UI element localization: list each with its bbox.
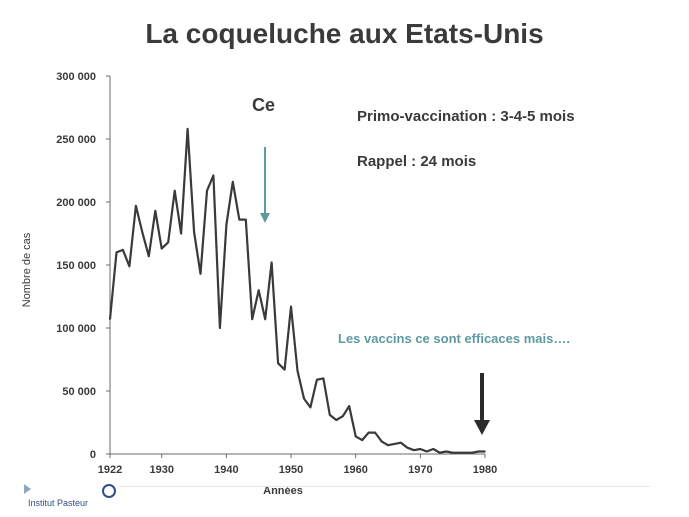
data-point — [451, 451, 454, 454]
data-point — [219, 327, 221, 329]
x-tick-label: 1950 — [279, 464, 303, 476]
data-point — [458, 451, 460, 454]
data-point — [367, 431, 370, 434]
data-point — [270, 261, 273, 264]
data-point — [387, 444, 389, 446]
x-tick-label: 1940 — [214, 464, 238, 476]
data-point — [438, 451, 441, 454]
x-axis-ticks: 1922 1930 1940 1950 1960 1970 1980 — [98, 454, 497, 476]
y-tick-label: 50 000 — [62, 386, 96, 398]
data-point — [264, 318, 266, 320]
data-point — [115, 251, 118, 254]
rappel-text: Rappel : 24 mois — [357, 153, 476, 170]
data-point — [406, 446, 409, 449]
data-point — [173, 189, 176, 192]
primo-vaccination-text: Primo-vaccination : 3-4-5 mois — [357, 108, 575, 125]
data-point — [283, 368, 286, 371]
series-line — [108, 127, 485, 454]
data-point — [296, 370, 299, 372]
data-point — [374, 431, 376, 434]
logo-text: Institut Pasteur — [28, 498, 89, 508]
data-point — [135, 204, 137, 207]
data-point — [160, 247, 163, 250]
slide-title: La coqueluche aux Etats-Unis — [145, 18, 544, 49]
data-point — [471, 451, 473, 454]
data-point — [419, 448, 422, 450]
y-axis-title: Nombre de cas — [21, 232, 33, 307]
data-point — [141, 231, 144, 234]
data-point — [154, 210, 157, 212]
data-point — [477, 450, 480, 453]
data-point — [199, 273, 202, 275]
y-tick-label: 0 — [90, 449, 96, 461]
data-point — [309, 406, 312, 409]
data-point — [167, 241, 169, 244]
data-point — [400, 441, 402, 444]
data-point — [238, 218, 241, 221]
data-point — [290, 305, 292, 308]
x-tick-label: 1930 — [149, 464, 173, 476]
data-point — [335, 419, 338, 421]
data-point — [186, 128, 189, 130]
data-point — [316, 378, 318, 381]
y-tick-label: 150 000 — [56, 260, 96, 272]
data-point — [122, 249, 124, 251]
data-point — [432, 448, 435, 450]
pasteur-logo-mark-icon — [102, 484, 116, 498]
data-point — [303, 397, 305, 400]
data-point — [329, 414, 331, 416]
data-point — [232, 181, 234, 183]
x-tick-label: 1970 — [408, 464, 432, 476]
data-point — [341, 415, 344, 418]
x-tick-label: 1960 — [343, 464, 367, 476]
data-point — [354, 435, 357, 438]
nav-arrow-icon — [24, 484, 31, 494]
data-point — [393, 443, 396, 445]
data-point — [206, 189, 208, 192]
data-point — [180, 232, 182, 235]
data-point — [109, 318, 111, 320]
data-point — [361, 439, 363, 441]
data-point — [484, 450, 486, 453]
data-point — [348, 405, 351, 407]
data-point — [413, 449, 415, 452]
y-tick-label: 250 000 — [56, 134, 96, 146]
efficacy-note: Les vaccins ce sont efficaces mais…. — [338, 331, 570, 346]
data-point — [147, 255, 150, 257]
y-tick-label: 300 000 — [56, 71, 96, 83]
footer-divider — [120, 486, 650, 487]
institut-pasteur-logo: Institut Pasteur — [28, 484, 148, 514]
data-point — [426, 450, 428, 453]
data-point — [464, 451, 467, 454]
data-point — [277, 362, 279, 365]
1980-arrow — [474, 373, 490, 435]
ce-arrow — [260, 147, 270, 223]
x-axis-title: Années — [263, 485, 303, 497]
y-tick-label: 100 000 — [56, 323, 96, 335]
y-axis-ticks: 0 50 000 100 000 150 000 200 000 250 000 300 0… — [56, 71, 110, 461]
data-point — [380, 440, 383, 443]
data-point — [225, 223, 228, 226]
data-point — [193, 231, 195, 234]
series-group — [108, 127, 486, 454]
data-point — [257, 289, 260, 292]
x-tick-label: 1922 — [98, 464, 122, 476]
x-tick-label: 1980 — [473, 464, 497, 476]
data-point — [322, 377, 325, 380]
ce-label: Ce — [252, 95, 275, 115]
data-point — [128, 265, 131, 268]
data-point — [251, 318, 254, 320]
y-tick-label: 200 000 — [56, 197, 96, 209]
data-point — [212, 174, 215, 177]
data-point — [244, 218, 247, 221]
data-point — [445, 450, 448, 453]
axes — [109, 76, 485, 455]
